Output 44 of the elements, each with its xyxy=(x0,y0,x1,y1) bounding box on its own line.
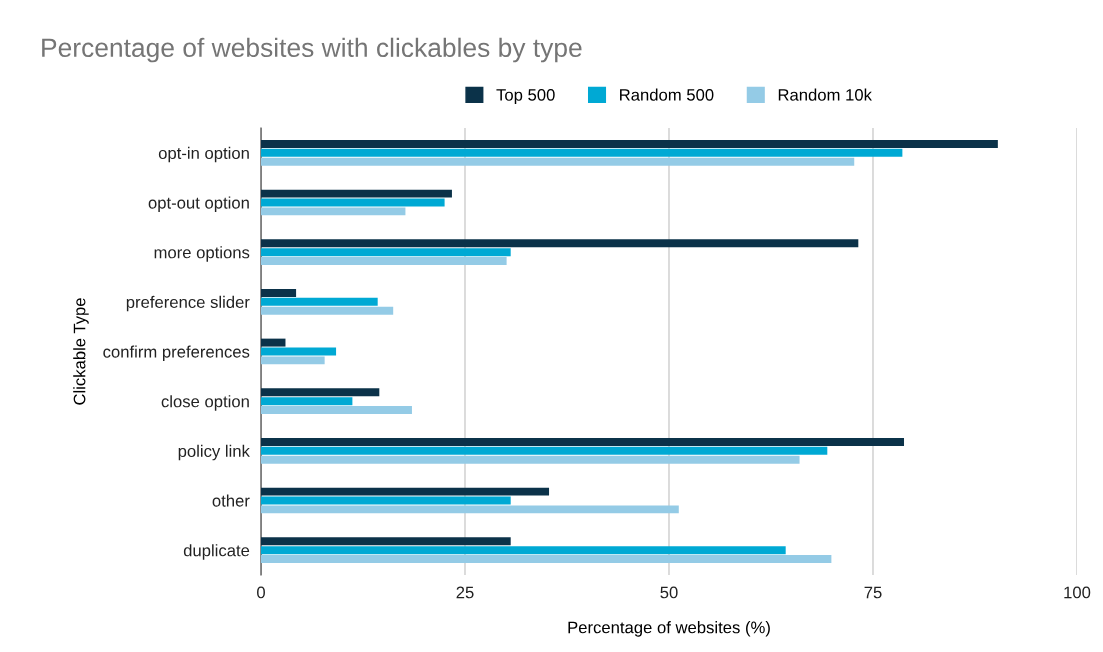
bar xyxy=(261,406,412,415)
legend-label: Random 500 xyxy=(620,88,714,101)
y-tick-label: opt-out option xyxy=(148,196,249,212)
bar xyxy=(261,487,550,496)
x-tick-label: 25 xyxy=(456,586,474,599)
bar xyxy=(261,397,353,406)
bar xyxy=(261,207,406,216)
y-axis-title: Clickable Type xyxy=(73,298,89,405)
bar xyxy=(261,157,855,166)
bar xyxy=(261,338,286,347)
bar xyxy=(261,537,511,546)
x-tick-label: 0 xyxy=(257,586,265,599)
x-tick-label: 100 xyxy=(1064,586,1091,599)
y-tick-label: opt-in option xyxy=(158,146,249,163)
y-tick-label: other xyxy=(212,494,250,507)
bar xyxy=(261,306,394,315)
y-tick-label: close option xyxy=(161,395,249,411)
bar xyxy=(261,546,786,555)
chart-title: Percentage of websites with clickables by type xyxy=(42,37,582,63)
legend-label: Top 500 xyxy=(496,88,555,105)
y-tick-label: confirm preferences xyxy=(103,345,250,361)
bar xyxy=(261,297,378,306)
legend-label: Random 10k xyxy=(778,88,872,101)
bar xyxy=(261,437,905,446)
bar xyxy=(261,356,325,365)
bar xyxy=(261,148,903,157)
bar xyxy=(261,139,998,148)
y-tick-label: policy link xyxy=(178,444,250,461)
bar xyxy=(261,455,800,464)
bar xyxy=(261,446,828,455)
x-tick-label: 50 xyxy=(660,586,678,599)
y-tick-label: duplicate xyxy=(183,544,250,560)
x-tick-label: 75 xyxy=(864,586,882,599)
bar xyxy=(261,248,511,257)
bar xyxy=(261,288,297,297)
y-tick-label: more options xyxy=(154,246,250,262)
bar xyxy=(261,388,380,397)
x-axis-title: Percentage of websites (%) xyxy=(568,621,770,637)
bar xyxy=(261,189,452,198)
bar xyxy=(261,239,859,248)
bar xyxy=(261,505,679,514)
y-tick-label: preference slider xyxy=(126,295,250,312)
bar xyxy=(261,555,832,564)
bar xyxy=(261,257,507,266)
